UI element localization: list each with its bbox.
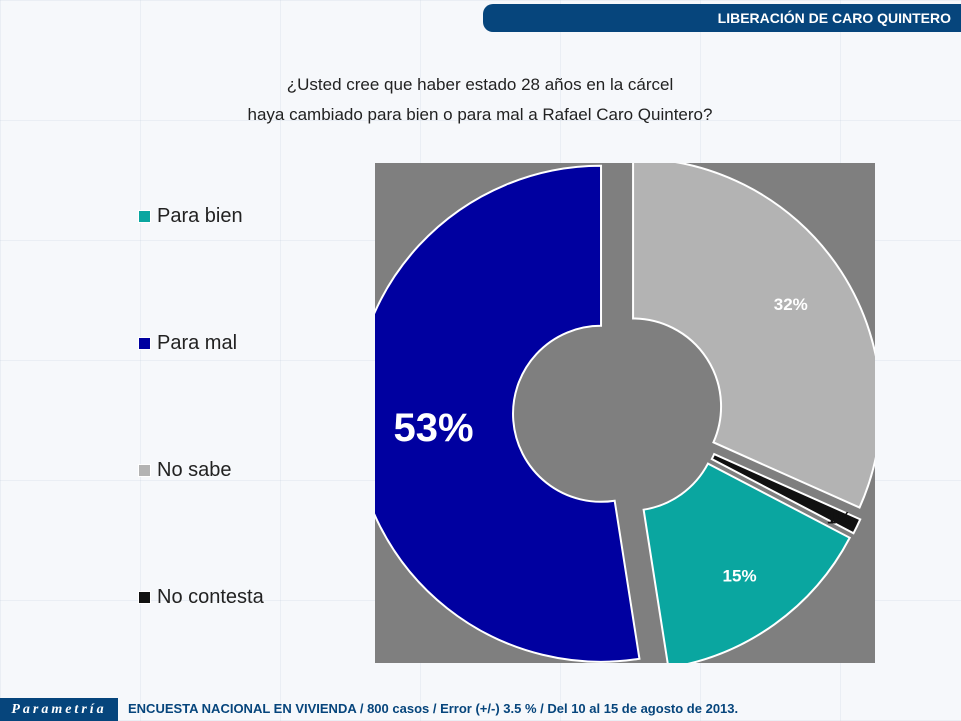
footer: Parametría ENCUESTA NACIONAL EN VIVIENDA… bbox=[0, 698, 961, 721]
legend-label: Para mal bbox=[157, 332, 238, 354]
data-label: 1% bbox=[827, 509, 852, 528]
legend-label: No contesta bbox=[157, 586, 264, 608]
legend-item: Para bien bbox=[138, 205, 243, 228]
donut-chart: 32% 1% 15% 53% bbox=[352, 157, 883, 669]
survey-info: ENCUESTA NACIONAL EN VIVIENDA / 800 caso… bbox=[128, 701, 739, 716]
slice-para-mal bbox=[352, 164, 641, 663]
legend-swatch bbox=[138, 591, 151, 604]
legend-swatch bbox=[138, 337, 151, 350]
slice-no-sabe bbox=[632, 157, 883, 509]
data-label: 15% bbox=[723, 567, 757, 586]
legend-item: No contesta bbox=[138, 586, 264, 609]
question-line-2: haya cambiado para bien o para mal a Raf… bbox=[247, 105, 713, 124]
chart-question: ¿Usted cree que haber estado 28 años en … bbox=[180, 70, 780, 130]
question-line-1: ¿Usted cree que haber estado 28 años en … bbox=[286, 75, 674, 94]
legend-item: Para mal bbox=[138, 332, 237, 355]
data-label: 53% bbox=[394, 406, 474, 450]
data-label: 32% bbox=[774, 295, 808, 314]
legend-swatch bbox=[138, 464, 151, 477]
slice-para-bien bbox=[642, 462, 852, 669]
legend-label: No sabe bbox=[157, 459, 232, 481]
slice-no-contesta bbox=[710, 452, 862, 535]
section-header: LIBERACIÓN DE CARO QUINTERO bbox=[483, 4, 961, 32]
legend-item: No sabe bbox=[138, 459, 232, 482]
legend-swatch bbox=[138, 210, 151, 223]
parametria-logo: Parametría bbox=[0, 698, 118, 721]
plot-area: 32% 1% 15% 53% bbox=[352, 157, 883, 669]
legend-label: Para bien bbox=[157, 205, 243, 227]
